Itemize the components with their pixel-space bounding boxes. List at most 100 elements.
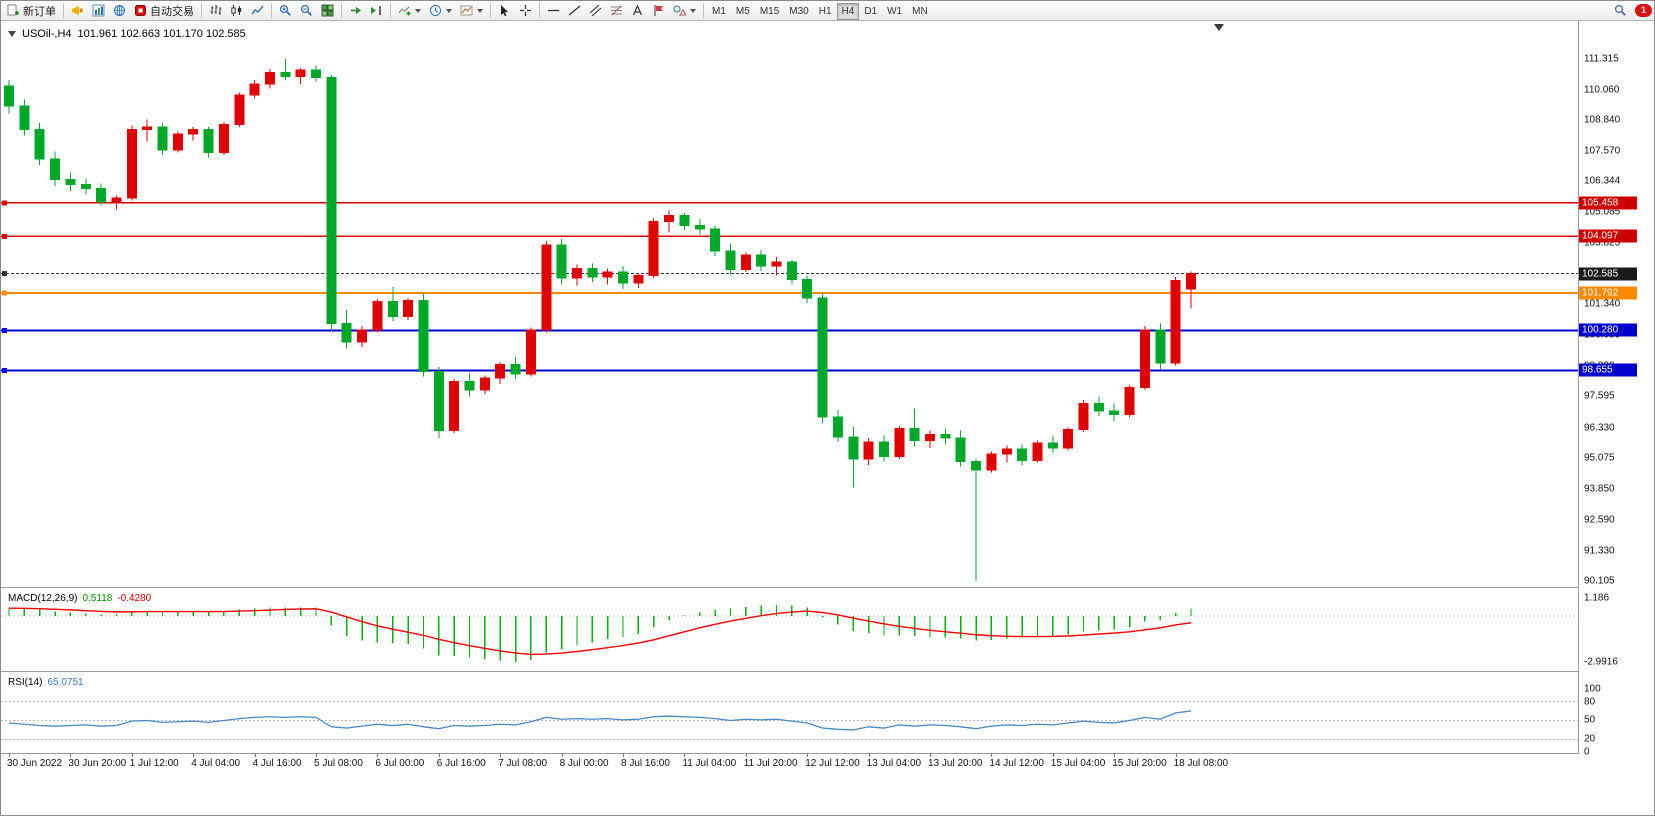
hline-marker[interactable] <box>2 271 7 277</box>
navigator-button[interactable] <box>109 2 130 20</box>
bar-chart-button[interactable] <box>205 2 226 20</box>
fibonacci-icon <box>611 5 622 16</box>
candle-body <box>80 184 91 189</box>
auto-scroll-button[interactable] <box>345 2 366 20</box>
candle-body <box>710 228 721 252</box>
text-button[interactable] <box>627 2 648 20</box>
candle-body <box>664 214 675 223</box>
hline-marker[interactable] <box>2 327 7 333</box>
candle-body <box>602 271 613 278</box>
candle-body <box>848 436 859 460</box>
price-tick: 103.825 <box>1584 237 1621 249</box>
candle-body <box>986 453 997 471</box>
time-axis[interactable]: 30 Jun 2022 30 Jun 20:00 1 Jul 12:00 4 Jul … <box>1 753 1578 773</box>
candle <box>679 212 690 231</box>
time-tick <box>438 753 440 757</box>
periods-button[interactable] <box>425 2 456 20</box>
time-label: 4 Jul 04:00 <box>191 758 241 769</box>
new-order-button[interactable]: 新订单 <box>3 2 60 20</box>
main-price-chart[interactable] <box>1 21 1578 587</box>
time-label: 15 Jul 04:00 <box>1050 758 1106 769</box>
panel-separator[interactable] <box>1 587 1654 588</box>
price-tick: 93.850 <box>1584 483 1615 495</box>
notification-badge[interactable]: 1 <box>1635 4 1652 17</box>
tf-button-m15[interactable]: M15 <box>755 3 784 20</box>
zoom-in-button[interactable] <box>275 2 296 20</box>
templates-button[interactable] <box>456 2 487 20</box>
macd-indicator-chart[interactable] <box>1 589 1578 671</box>
candle-body <box>571 267 582 279</box>
megaphone-icon <box>72 6 83 15</box>
line-chart-icon <box>251 5 264 15</box>
candle <box>19 99 30 136</box>
shapes-button[interactable] <box>669 2 700 20</box>
time-label: 11 Jul 20:00 <box>743 758 798 769</box>
crosshair-button[interactable] <box>515 2 536 20</box>
candle <box>894 425 905 460</box>
tf-button-h1[interactable]: H1 <box>814 3 837 20</box>
tf-button-w1[interactable]: W1 <box>882 3 907 20</box>
channel-button[interactable] <box>585 2 606 20</box>
candle <box>1001 445 1012 463</box>
tf-button-m5[interactable]: M5 <box>731 3 755 20</box>
indicators-button[interactable] <box>394 2 425 20</box>
candle-body <box>541 244 552 331</box>
candle <box>372 299 383 333</box>
zoom-out-button[interactable] <box>296 2 317 20</box>
tf-button-d1[interactable]: D1 <box>859 3 882 20</box>
label-button[interactable] <box>648 2 669 20</box>
hline-marker[interactable] <box>2 367 7 373</box>
macd-label: MACD(12,26,9) <box>8 593 78 604</box>
line-chart-button[interactable] <box>247 2 268 20</box>
horizontal-line-button[interactable] <box>543 2 564 20</box>
candle-body <box>479 377 490 391</box>
auto-trading-button[interactable]: 自动交易 <box>130 2 198 20</box>
candle-body <box>1047 442 1058 449</box>
time-tick <box>991 753 993 757</box>
chart-shift-icon <box>371 6 381 15</box>
time-label: 5 Jul 08:00 <box>314 758 363 769</box>
tf-button-m30[interactable]: M30 <box>784 3 813 20</box>
candle <box>1185 271 1196 309</box>
time-tick <box>131 753 133 757</box>
tf-button-mn[interactable]: MN <box>907 3 933 20</box>
hline-marker[interactable] <box>2 290 7 296</box>
panel-separator[interactable] <box>1 671 1654 672</box>
time-label: 6 Jul 00:00 <box>375 758 425 769</box>
tf-button-m1[interactable]: M1 <box>707 3 731 20</box>
chart-shift-marker[interactable] <box>1214 24 1224 31</box>
time-label: 18 Jul 08:00 <box>1173 758 1229 769</box>
candle-body <box>740 254 751 271</box>
price-axis[interactable]: 111.315 110.060 108.840 107.570 106.344 105.0… <box>1579 21 1654 773</box>
time-tick <box>745 753 747 757</box>
candle <box>1170 276 1181 366</box>
candle-body <box>1124 387 1135 416</box>
hline-marker[interactable] <box>2 200 7 206</box>
market-watch-button[interactable] <box>88 2 109 20</box>
tile-windows-button[interactable] <box>317 2 338 20</box>
candle-body <box>249 83 260 96</box>
candle <box>111 195 122 210</box>
search-button[interactable] <box>1610 2 1631 20</box>
candle-body <box>295 69 306 77</box>
horizontal-line-icon <box>548 9 559 12</box>
price-badge: 100.280 <box>1579 323 1637 337</box>
candle-body <box>218 123 229 154</box>
rsi-indicator-chart[interactable] <box>1 673 1578 753</box>
one-click-trading-toggle-icon[interactable] <box>8 31 16 37</box>
toolbar-separator <box>390 3 391 18</box>
cursor-button[interactable] <box>494 2 515 20</box>
tf-button-h4[interactable]: H4 <box>836 3 860 20</box>
candlestick-chart-button[interactable] <box>226 2 247 20</box>
fibonacci-button[interactable] <box>606 2 627 20</box>
candle <box>157 123 168 156</box>
signals-button[interactable] <box>67 2 88 20</box>
hline-marker[interactable] <box>2 233 7 239</box>
auto-trading-label: 自动交易 <box>150 5 194 18</box>
chart-shift-button[interactable] <box>366 2 387 20</box>
candle-body <box>280 72 291 77</box>
trendline-button[interactable] <box>564 2 585 20</box>
candle-body <box>418 299 429 373</box>
candle-body <box>126 128 137 199</box>
candle-body <box>1170 280 1181 364</box>
